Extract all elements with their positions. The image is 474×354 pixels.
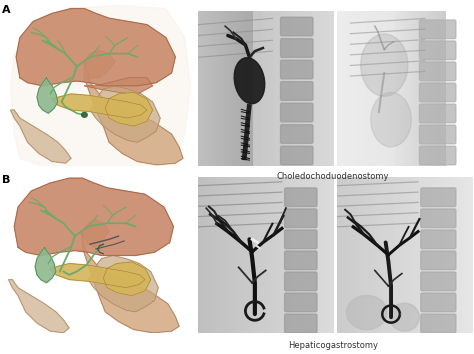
FancyBboxPatch shape: [421, 209, 456, 228]
FancyBboxPatch shape: [281, 103, 313, 122]
FancyBboxPatch shape: [421, 251, 456, 270]
FancyBboxPatch shape: [419, 146, 456, 165]
FancyBboxPatch shape: [421, 314, 456, 333]
Polygon shape: [35, 247, 56, 283]
Polygon shape: [103, 262, 151, 296]
Text: Hepaticogastrostomy: Hepaticogastrostomy: [288, 341, 378, 349]
Ellipse shape: [361, 34, 408, 96]
Polygon shape: [37, 78, 58, 113]
FancyBboxPatch shape: [281, 60, 313, 79]
FancyBboxPatch shape: [421, 272, 456, 291]
Polygon shape: [9, 280, 69, 333]
FancyBboxPatch shape: [419, 41, 456, 60]
FancyBboxPatch shape: [421, 188, 456, 207]
FancyBboxPatch shape: [297, 0, 394, 213]
FancyBboxPatch shape: [421, 230, 456, 249]
FancyBboxPatch shape: [284, 272, 317, 291]
FancyBboxPatch shape: [284, 209, 317, 228]
Text: Choledochoduodenostomy: Choledochoduodenostomy: [277, 172, 390, 181]
Polygon shape: [84, 78, 153, 94]
FancyBboxPatch shape: [284, 314, 317, 333]
Polygon shape: [10, 110, 71, 163]
Polygon shape: [88, 256, 158, 312]
FancyBboxPatch shape: [284, 251, 317, 270]
FancyBboxPatch shape: [419, 20, 456, 39]
FancyBboxPatch shape: [281, 146, 313, 165]
FancyBboxPatch shape: [281, 82, 313, 100]
FancyBboxPatch shape: [284, 188, 317, 207]
Polygon shape: [14, 178, 173, 256]
Ellipse shape: [346, 295, 387, 330]
Polygon shape: [81, 220, 179, 333]
FancyBboxPatch shape: [419, 62, 456, 81]
Ellipse shape: [390, 303, 419, 331]
Text: A: A: [2, 5, 11, 15]
FancyBboxPatch shape: [284, 293, 317, 312]
Circle shape: [82, 113, 87, 117]
FancyBboxPatch shape: [419, 83, 456, 102]
Ellipse shape: [234, 58, 265, 104]
FancyBboxPatch shape: [421, 293, 456, 312]
Ellipse shape: [371, 92, 411, 147]
Polygon shape: [105, 92, 153, 126]
FancyBboxPatch shape: [281, 17, 313, 36]
FancyBboxPatch shape: [281, 39, 313, 57]
FancyBboxPatch shape: [284, 230, 317, 249]
Polygon shape: [10, 5, 191, 166]
Polygon shape: [90, 86, 160, 142]
Polygon shape: [84, 50, 183, 165]
FancyBboxPatch shape: [419, 104, 456, 123]
Polygon shape: [16, 8, 175, 86]
FancyBboxPatch shape: [281, 125, 313, 143]
Polygon shape: [52, 94, 147, 118]
FancyBboxPatch shape: [419, 125, 456, 144]
Text: B: B: [2, 175, 11, 185]
Polygon shape: [50, 263, 145, 288]
